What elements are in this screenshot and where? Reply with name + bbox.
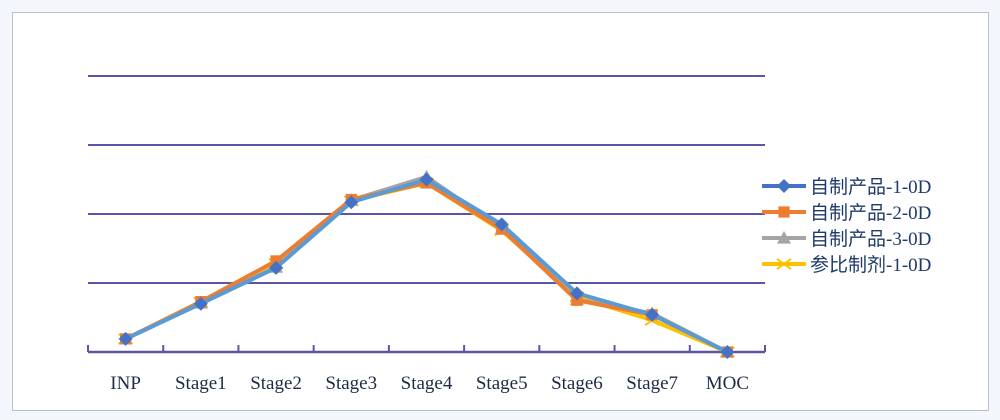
x-tick-label: Stage5 [476, 373, 528, 394]
square-marker [778, 206, 790, 218]
diamond-marker [118, 331, 133, 346]
x-tick-label: Stage6 [551, 373, 603, 394]
legend-entry: 参比制剂-1-0D [762, 254, 931, 276]
series-3 [118, 169, 735, 358]
x-tick-label: INP [110, 373, 141, 394]
diamond-marker [494, 217, 509, 232]
series-4 [118, 177, 735, 358]
legend-label: 自制产品-2-0D [810, 202, 931, 224]
diamond-marker [777, 179, 791, 193]
x-marker [776, 258, 792, 270]
series-line [124, 177, 729, 354]
x-tick-label: Stage4 [401, 373, 453, 394]
triangle-marker [777, 231, 791, 244]
diamond-marker [344, 195, 359, 210]
diamond-marker [193, 296, 208, 311]
series-line [124, 180, 729, 354]
legend-label: 自制产品-1-0D [810, 176, 931, 198]
diamond-marker [645, 307, 660, 322]
legend-entry: 自制产品-1-0D [762, 176, 931, 198]
chart-frame [12, 12, 989, 411]
x-tick-label: Stage3 [325, 373, 377, 394]
series-2 [120, 177, 733, 358]
x-tick-label: Stage7 [626, 373, 678, 394]
series-line [124, 180, 729, 354]
diamond-marker [419, 172, 434, 187]
x-tick-label: Stage1 [175, 373, 227, 394]
diamond-marker [569, 286, 584, 301]
series-1 [118, 172, 735, 359]
diamond-marker [269, 260, 284, 275]
series-line [124, 174, 729, 354]
legend-entry: 自制产品-2-0D [762, 202, 931, 224]
legend-label: 自制产品-3-0D [810, 228, 931, 250]
legend-label: 参比制剂-1-0D [810, 254, 931, 276]
x-tick-label: MOC [706, 373, 749, 394]
x-tick-label: Stage2 [250, 373, 302, 394]
diamond-marker [720, 345, 735, 359]
legend-entry: 自制产品-3-0D [762, 228, 931, 250]
